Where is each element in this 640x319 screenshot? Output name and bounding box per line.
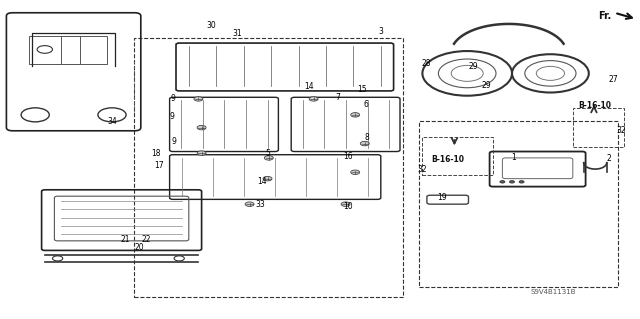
Circle shape (264, 156, 273, 160)
Text: 31: 31 (232, 29, 242, 38)
Text: 34: 34 (107, 117, 117, 126)
Text: 29: 29 (468, 63, 479, 71)
Text: 15: 15 (357, 85, 367, 94)
Circle shape (519, 181, 524, 183)
Text: 14: 14 (257, 177, 268, 186)
Text: 28: 28 (422, 59, 431, 68)
Text: B-16-10: B-16-10 (579, 101, 612, 110)
Text: 16: 16 (343, 152, 353, 161)
Circle shape (509, 181, 515, 183)
Circle shape (197, 151, 206, 155)
Text: 32: 32 (616, 126, 626, 135)
Text: 18: 18 (151, 149, 160, 158)
Circle shape (360, 141, 369, 146)
Text: S9V4B1131B: S9V4B1131B (531, 289, 577, 295)
Text: 6: 6 (364, 100, 369, 109)
Text: 32: 32 (417, 165, 427, 174)
Circle shape (351, 113, 360, 117)
Text: 8: 8 (365, 133, 370, 142)
Circle shape (351, 170, 360, 174)
Circle shape (245, 202, 254, 206)
Circle shape (500, 181, 505, 183)
Circle shape (309, 97, 318, 101)
Text: 1: 1 (511, 153, 516, 162)
Text: 9: 9 (172, 137, 177, 146)
Text: 3: 3 (378, 27, 383, 36)
Circle shape (194, 97, 203, 101)
Text: 9: 9 (169, 112, 174, 121)
Text: 21: 21 (121, 235, 130, 244)
Text: Fr.: Fr. (598, 11, 611, 21)
Text: 5: 5 (265, 149, 270, 158)
Bar (61, 36, 107, 64)
Bar (29, 36, 80, 64)
Text: 14: 14 (304, 82, 314, 91)
Text: 10: 10 (342, 202, 353, 211)
Text: 29: 29 (481, 81, 492, 90)
Text: 9: 9 (170, 94, 175, 103)
Text: 19: 19 (436, 193, 447, 202)
Text: 22: 22 (142, 235, 151, 244)
Circle shape (341, 202, 350, 206)
Text: 33: 33 (255, 200, 265, 209)
Text: 7: 7 (335, 93, 340, 102)
Circle shape (197, 125, 206, 130)
Text: 20: 20 (134, 243, 144, 252)
Text: B-16-10: B-16-10 (431, 155, 465, 164)
Text: 30: 30 (206, 21, 216, 30)
Text: 17: 17 (154, 161, 164, 170)
Text: 27: 27 (608, 75, 618, 84)
Text: 2: 2 (607, 154, 612, 163)
Circle shape (263, 176, 272, 181)
